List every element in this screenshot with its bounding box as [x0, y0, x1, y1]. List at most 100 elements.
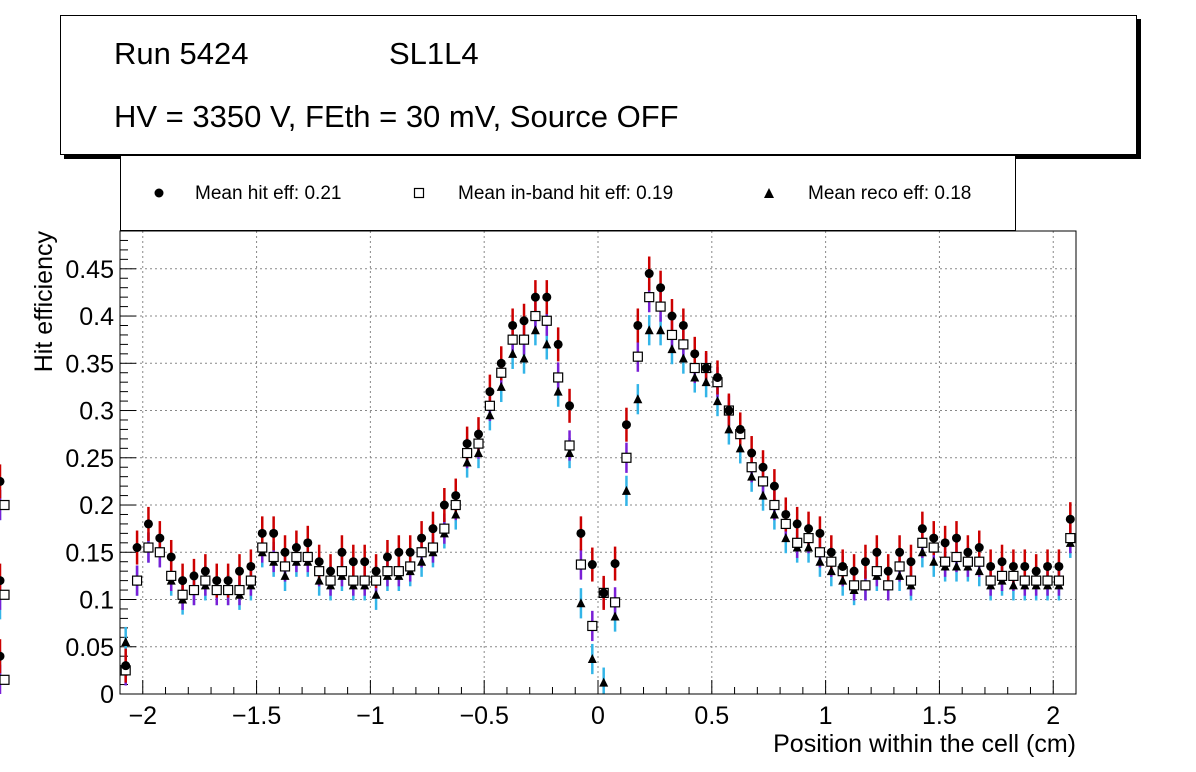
hit-eff-point — [815, 528, 825, 538]
hit-eff-point — [200, 566, 210, 576]
reco-eff-point — [587, 654, 597, 664]
inband-eff-point — [496, 367, 507, 378]
hit-eff-point — [394, 547, 404, 557]
inband-eff-point — [848, 580, 860, 591]
reco-eff-point — [895, 570, 905, 580]
hit-eff-point — [280, 547, 290, 557]
reco-eff-point — [485, 410, 495, 420]
inband-eff-point — [416, 547, 427, 558]
hit-eff-point — [371, 566, 381, 576]
inband-eff-point — [757, 476, 769, 487]
inband-eff-point — [678, 339, 689, 350]
hit-eff-point — [576, 528, 586, 538]
hit-eff-point — [405, 547, 415, 557]
inband-eff-point — [336, 566, 348, 577]
x-tick-label: −1.5 — [232, 702, 281, 730]
reco-eff-point — [735, 443, 745, 453]
hit-eff-point — [542, 292, 552, 302]
reco-eff-point — [929, 556, 939, 566]
x-tick-label: −2 — [129, 702, 158, 730]
inband-eff-point — [644, 292, 655, 303]
layer-label: SL1L4 — [389, 36, 479, 71]
inband-eff-point — [245, 575, 256, 586]
inband-eff-point — [291, 551, 302, 563]
hit-eff-point — [553, 339, 563, 349]
hit-eff-point — [485, 387, 495, 397]
hit-eff-point — [724, 406, 734, 416]
x-tick-label: 2 — [1046, 702, 1060, 730]
y-tick-label: 0.45 — [65, 256, 114, 284]
x-tick-label: 0.5 — [694, 702, 729, 730]
hit-eff-point — [929, 533, 939, 543]
inband-eff-point — [484, 400, 495, 411]
inband-eff-point — [302, 551, 313, 563]
plot-frame — [119, 230, 1077, 695]
inband-eff-point — [564, 440, 575, 451]
hit-eff-point — [155, 533, 165, 543]
hit-eff-point — [1043, 561, 1053, 571]
x-axis-label: Position within the cell (cm) — [773, 730, 1076, 758]
hit-eff-point — [895, 547, 905, 557]
inband-eff-point — [473, 438, 484, 449]
hit-eff-point — [1008, 561, 1018, 571]
reco-eff-point — [621, 485, 631, 495]
hit-eff-point — [1054, 561, 1064, 571]
hit-eff-point — [883, 566, 893, 576]
hit-eff-point — [792, 519, 802, 529]
y-tick-label: 0 — [100, 681, 114, 709]
x-tick-label: −1 — [356, 702, 385, 730]
hit-eff-point — [269, 528, 279, 538]
inband-eff-point — [427, 542, 439, 553]
hit-eff-point — [451, 491, 461, 501]
hit-eff-point — [121, 661, 131, 671]
hit-eff-point — [599, 588, 609, 598]
hit-eff-point — [246, 561, 256, 571]
reco-eff-point — [815, 556, 825, 566]
hit-eff-point — [0, 576, 5, 586]
inband-eff-point — [393, 566, 404, 577]
inband-eff-point — [234, 584, 245, 596]
hit-eff-point — [974, 543, 984, 553]
inband-eff-point — [530, 310, 541, 322]
inband-eff-point — [575, 559, 587, 570]
hit-eff-point — [178, 576, 188, 586]
inband-eff-point — [826, 556, 837, 567]
inband-eff-point — [439, 523, 450, 534]
hit-eff-point — [428, 524, 438, 534]
inband-eff-point — [905, 575, 917, 586]
x-tick-label: 0 — [591, 702, 605, 730]
hit-eff-point — [940, 538, 950, 548]
inband-eff-point — [223, 584, 234, 596]
reco-eff-point — [917, 547, 927, 557]
inband-eff-point — [131, 575, 143, 586]
circle-marker-icon — [154, 188, 164, 198]
reco-eff-point — [667, 344, 677, 354]
inband-eff-point — [803, 532, 814, 544]
inband-eff-point — [940, 556, 951, 567]
reco-eff-point — [769, 509, 779, 519]
reco-eff-point — [599, 677, 609, 687]
inband-eff-point — [188, 584, 200, 596]
reco-eff-point — [519, 353, 529, 363]
inband-eff-point — [814, 547, 826, 558]
x-tick-label: 1.5 — [922, 702, 957, 730]
run-label: Run 5424 — [114, 36, 249, 71]
inband-eff-point — [666, 329, 678, 341]
inband-eff-point — [200, 575, 211, 586]
y-tick-label: 0.3 — [79, 398, 114, 426]
reco-eff-point — [508, 348, 518, 358]
inband-eff-point — [780, 518, 791, 530]
hit-eff-point — [656, 283, 666, 293]
reco-eff-point — [530, 325, 540, 335]
hit-eff-point — [314, 557, 324, 567]
legend-inband-label: Mean in-band hit eff: 0.19 — [458, 183, 674, 204]
inband-eff-point — [1008, 570, 1019, 581]
reco-eff-point — [542, 339, 552, 349]
inband-eff-point — [632, 351, 643, 362]
inband-eff-point — [211, 584, 222, 596]
y-axis-label: Hit efficiency — [30, 231, 58, 373]
hit-eff-point — [257, 528, 267, 538]
inband-eff-point — [894, 561, 905, 572]
inband-eff-point — [883, 580, 894, 591]
